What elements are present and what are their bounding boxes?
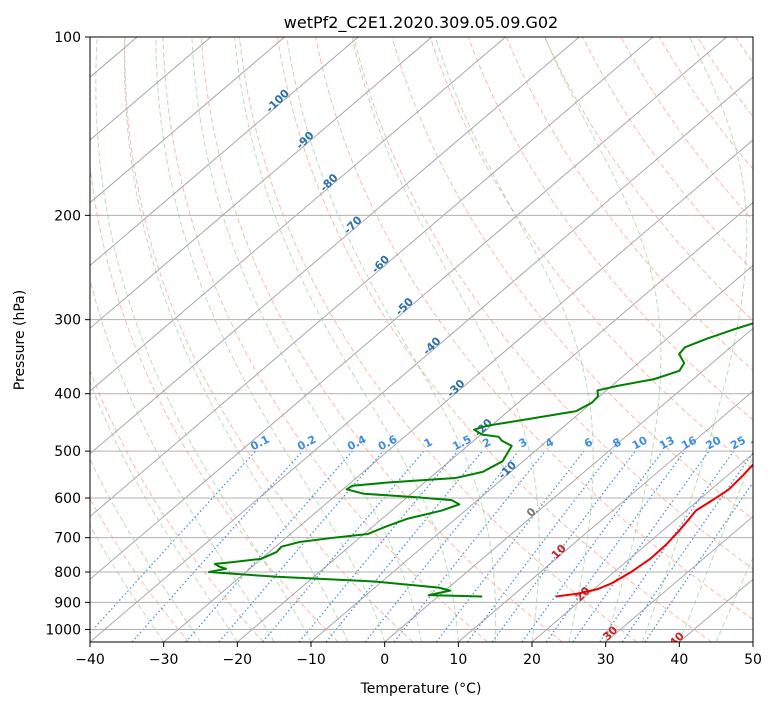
chart-title: wetPf2_C2E1.2020.309.05.09.G02 [284,13,558,33]
y-tick-label: 800 [54,565,81,581]
isotherm-label: 30 [600,623,620,643]
axes: −40 −30 −20 −10 0 10 20 30 40 50 100 200 300 400 500 60… [45,30,762,668]
isotherm-line [90,76,753,642]
moist-adiabat [90,277,275,642]
isotherm-line [90,37,580,455]
y-tick-label: 600 [54,491,81,507]
mixing-ratio-label: 20 [704,434,724,453]
mixing-ratio-label: 25 [728,434,748,453]
dry-adiabat [162,37,488,642]
mixing-ratio-line [90,450,257,634]
moist-adiabat [90,380,238,642]
y-tick-label: 400 [54,387,81,403]
moist-adiabat [155,37,386,642]
plot-area: 0.10.20.40.611.52346810131620253036-100-… [90,37,769,643]
isotherm-line [90,37,212,141]
mixing-ratio-line [467,450,614,642]
x-tick-label: 50 [744,652,762,668]
x-tick-label: 10 [449,652,467,668]
moist-adiabat [351,37,540,642]
moist-adiabat [544,37,662,642]
mixing-ratio-line [364,450,520,642]
dry-adiabat [315,37,753,620]
y-tick-label: 700 [54,531,81,547]
dry-adiabat [429,37,753,471]
x-tick-label: −10 [296,652,326,668]
moist-adiabat [286,37,497,642]
moist-adiabat [234,37,459,642]
mixing-ratio-line [644,481,753,642]
moist-adiabat [678,455,753,642]
isotherm-line [90,37,654,518]
dry-adiabat [277,37,712,642]
dry-adiabat [124,37,414,642]
moist-adiabat [123,37,349,642]
mixing-ratio-line [325,450,483,642]
mixing-ratio-line [131,450,303,642]
isotherm-line [384,327,753,642]
dry-adiabat [506,37,753,372]
moist-adiabat [434,37,594,642]
mixing-ratio-label: 13 [657,434,677,453]
y-tick-label: 100 [54,30,81,46]
dry-adiabat [658,37,753,170]
moist-adiabat [191,37,422,642]
y-tick-label: 500 [54,444,81,460]
isotherm-line [90,37,433,329]
isotherm-line [310,264,753,642]
dewpoint-line [207,322,753,598]
isotherm-line [90,37,359,267]
isotherm-line [237,202,753,642]
x-tick-label: 20 [523,652,541,668]
mixing-ratio-line [599,450,735,642]
y-tick-label: 300 [54,313,81,329]
x-tick-label: −20 [223,652,253,668]
mixing-ratio-label: 10 [630,434,650,453]
x-tick-label: 40 [670,652,688,668]
mixing-ratio-line [491,450,636,642]
moist-adiabat [642,37,748,642]
x-axis-title: Temperature (°C) [360,681,482,697]
isotherm-line [90,37,727,580]
mixing-ratio-label: 30 [749,434,769,453]
mixing-ratio-label: 16 [679,434,699,453]
temperature-line [555,463,753,598]
mixing-ratio-line [298,450,459,642]
moist-adiabat [95,37,312,642]
x-tick-label: 30 [597,652,615,668]
isotherm-line [531,453,753,642]
dry-adiabat [467,37,753,421]
plot-frame [89,36,754,643]
dry-adiabat [544,37,753,322]
mixing-ratio-line [521,450,664,642]
x-tick-label: 0 [380,652,389,668]
dry-adiabat [238,37,638,642]
y-tick-label: 1000 [45,622,81,638]
dry-adiabat [353,37,753,570]
isotherm-line [163,139,753,642]
isotherm-line [458,390,753,642]
dry-adiabat [200,37,563,642]
y-tick-label: 200 [54,208,81,224]
dry-adiabat [90,161,339,642]
dry-adiabat [391,37,753,520]
dry-adiabat [90,368,264,642]
x-tick-label: −30 [149,652,179,668]
x-tick-label: −40 [75,652,105,668]
mixing-ratio-line [621,451,753,642]
isotherm-line [90,37,285,204]
mixing-ratio-line [572,450,710,642]
y-tick-label: 900 [54,595,81,611]
mixing-ratio-line [545,450,686,642]
isotherm-line [605,515,753,642]
y-axis-title: Pressure (hPa) [12,290,28,390]
isotherm-line [90,37,506,392]
